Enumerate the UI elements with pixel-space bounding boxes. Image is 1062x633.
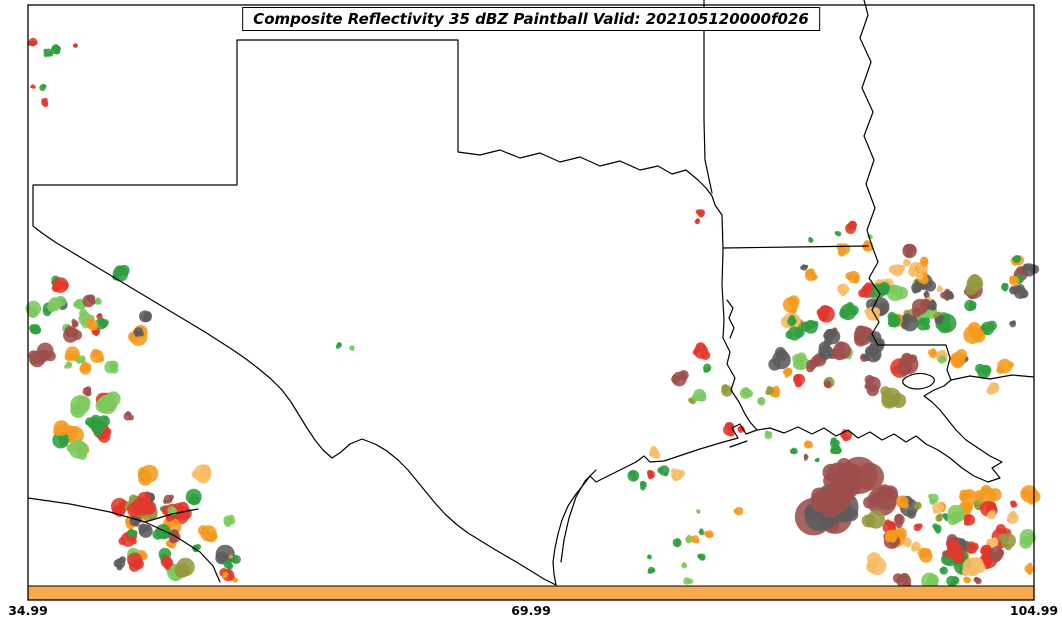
border-toledo-bend [726,299,735,339]
border-mexico-state-branch [144,508,199,523]
frame-and-colorbar [27,4,1035,601]
paintball-blobs [25,37,1041,591]
x-axis-tick-center: 69.99 [511,603,551,618]
border-mississippi-coast [950,374,1035,381]
plot-frame [27,4,1035,601]
border-mexico-state-border [27,497,221,583]
colorbar [27,585,1035,601]
border-lake-pontchartrain [902,372,935,390]
border-galveston-island [729,440,748,448]
border-oklahoma-arkansas [703,0,713,194]
state-borders [27,0,1035,586]
x-axis-tick-right: 104.99 [1009,603,1059,618]
x-axis-tick-left: 34.99 [8,603,48,618]
border-texas [32,39,758,586]
border-louisiana-coast [756,379,1003,483]
border-mississippi-river [859,0,881,346]
map-title: Composite Reflectivity 35 dBZ Paintball … [242,7,820,31]
border-padre-island [560,469,597,563]
border-arkansas-louisiana [722,245,869,249]
border-louisiana-mississippi [877,344,952,381]
